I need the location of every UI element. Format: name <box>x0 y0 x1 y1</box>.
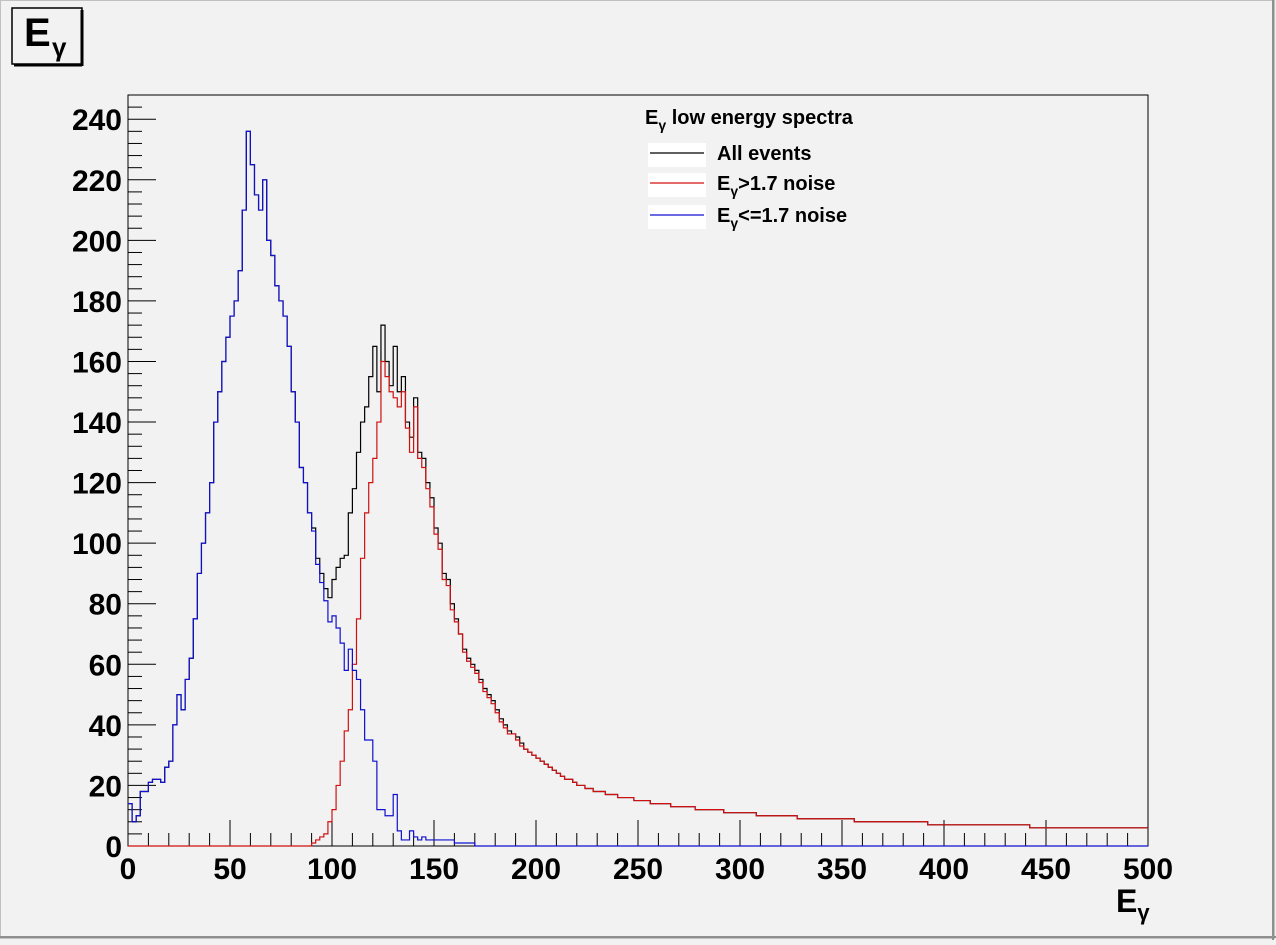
x-tick-label: 450 <box>1021 853 1071 886</box>
legend-swatch-bg <box>648 143 706 167</box>
legend-swatch-bg <box>648 173 706 197</box>
legend-entries: All events Eγ>1.7 noise Eγ<=1.7 noise <box>648 143 847 231</box>
y-tick-label: 20 <box>89 770 122 803</box>
legend: Eγ low energy spectra All events Eγ>1.7 n… <box>645 107 854 231</box>
x-tick-label: 500 <box>1123 853 1173 886</box>
series-layer <box>128 130 1148 847</box>
title-sub: γ <box>52 32 67 62</box>
y-tick-label: 140 <box>72 407 122 440</box>
axes: 0 50 100 150 200 250 300 350 400 450 500 0 20 40 60 80 1… <box>72 94 1173 886</box>
y-tick-label: 60 <box>89 649 122 682</box>
y-tick-label: 0 <box>105 831 122 864</box>
y-tick-label: 80 <box>89 589 122 622</box>
legend-entry: All events <box>648 143 811 167</box>
legend-entry: Eγ<=1.7 noise <box>648 205 847 231</box>
y-tick-label: 100 <box>72 528 122 561</box>
title-main: E <box>24 11 51 55</box>
y-tick-label: 220 <box>72 165 122 198</box>
series-2-line <box>128 360 1148 847</box>
series-3-line <box>128 130 1148 847</box>
legend-entry: Eγ>1.7 noise <box>648 173 835 199</box>
y-tick-label: 40 <box>89 710 122 743</box>
legend-label: Eγ<=1.7 noise <box>717 205 847 231</box>
x-tick-label: 300 <box>715 853 765 886</box>
x-tick-label: 250 <box>613 853 663 886</box>
x-tick-label: 50 <box>213 853 246 886</box>
y-tick-label: 240 <box>72 104 122 137</box>
legend-label: Eγ>1.7 noise <box>717 173 835 199</box>
x-tick-label: 400 <box>919 853 969 886</box>
legend-title: Eγ low energy spectra <box>645 107 854 133</box>
x-tick-label: 100 <box>307 853 357 886</box>
y-tick-label: 200 <box>72 225 122 258</box>
y-tick-label: 180 <box>72 286 122 319</box>
x-axis-label: Eγ <box>1116 883 1150 925</box>
x-tick-label: 350 <box>817 853 867 886</box>
x-tick-label: 0 <box>120 853 137 886</box>
y-tick-label: 160 <box>72 346 122 379</box>
x-tick-label: 200 <box>511 853 561 886</box>
y-tick-label: 120 <box>72 468 122 501</box>
x-tick-label: 150 <box>409 853 459 886</box>
title-box: E γ <box>11 7 84 67</box>
legend-swatch-bg <box>648 205 706 229</box>
legend-label: All events <box>717 143 811 165</box>
